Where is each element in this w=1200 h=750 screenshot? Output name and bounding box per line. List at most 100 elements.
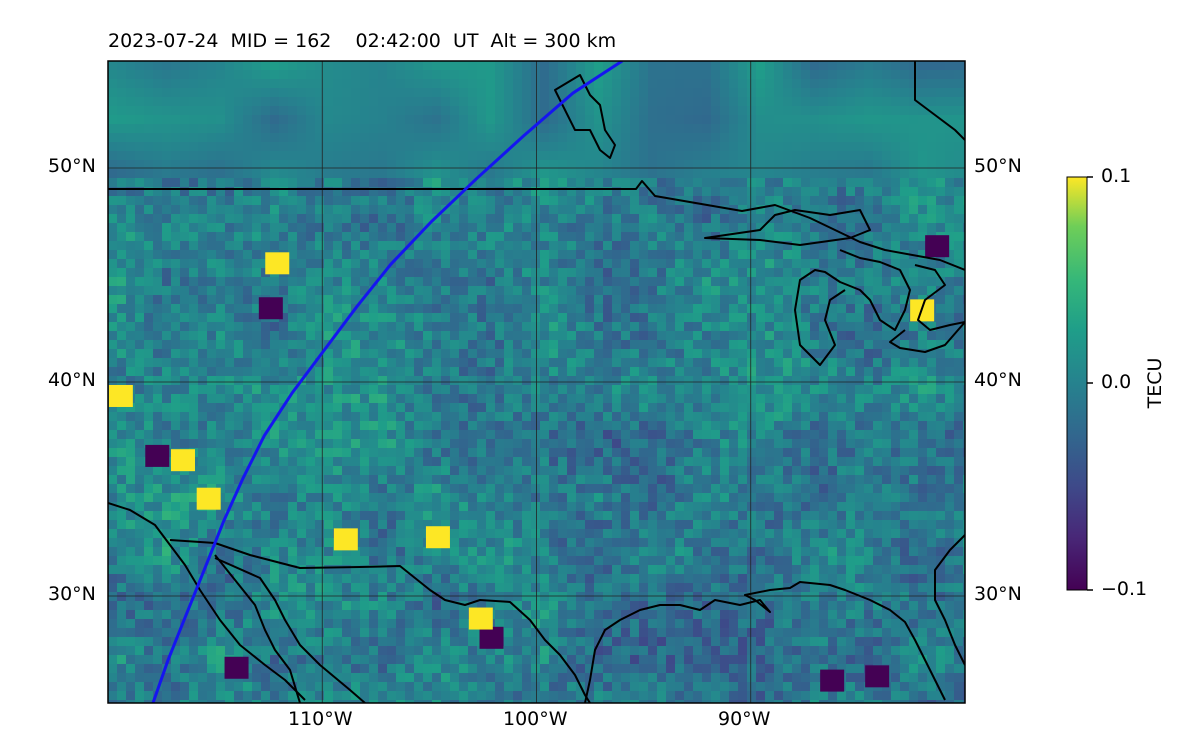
raster-cell — [666, 448, 676, 458]
raster-cell — [684, 448, 694, 458]
raster-cell — [792, 304, 802, 314]
raster-cell — [954, 142, 964, 152]
raster-cell — [828, 124, 838, 134]
raster-cell — [918, 196, 928, 206]
raster-cell — [117, 88, 127, 98]
raster-cell — [585, 394, 595, 404]
raster-cell — [855, 124, 865, 134]
raster-cell — [279, 142, 289, 152]
raster-cell — [342, 70, 352, 80]
raster-cell — [207, 250, 217, 260]
raster-cell — [252, 187, 262, 197]
raster-cell — [900, 358, 910, 368]
raster-cell — [585, 322, 595, 332]
raster-cell — [801, 187, 811, 197]
raster-cell — [729, 358, 739, 368]
raster-cell — [126, 124, 136, 134]
raster-cell — [405, 520, 415, 530]
raster-cell — [630, 493, 640, 503]
raster-cell — [909, 160, 919, 170]
raster-cell — [459, 376, 469, 386]
raster-cell — [261, 484, 271, 494]
raster-cell — [693, 124, 703, 134]
raster-cell — [162, 259, 172, 269]
raster-cell — [738, 421, 748, 431]
raster-cell — [666, 232, 676, 242]
raster-cell — [432, 331, 442, 341]
raster-cell — [549, 457, 559, 467]
raster-cell — [693, 520, 703, 530]
raster-cell — [315, 466, 325, 476]
raster-cell — [423, 313, 433, 323]
raster-cell — [819, 349, 829, 359]
raster-cell — [837, 232, 847, 242]
raster-cell — [702, 412, 712, 422]
raster-cell — [918, 160, 928, 170]
raster-cell — [549, 385, 559, 395]
raster-cell — [288, 70, 298, 80]
raster-cell — [477, 97, 487, 107]
raster-cell — [567, 376, 577, 386]
raster-cell — [819, 259, 829, 269]
raster-cell — [630, 313, 640, 323]
raster-cell — [675, 259, 685, 269]
raster-cell — [918, 448, 928, 458]
raster-cell — [756, 367, 766, 377]
raster-cell — [504, 178, 514, 188]
raster-cell — [882, 106, 892, 116]
raster-cell — [783, 70, 793, 80]
raster-cell — [900, 205, 910, 215]
raster-cell — [360, 385, 370, 395]
raster-cell — [180, 70, 190, 80]
raster-cell — [639, 484, 649, 494]
raster-cell — [540, 133, 550, 143]
raster-cell — [441, 421, 451, 431]
raster-cell — [504, 421, 514, 431]
raster-cell — [342, 196, 352, 206]
raster-cell — [810, 124, 820, 134]
raster-cell — [288, 394, 298, 404]
raster-cell — [594, 367, 604, 377]
raster-cell — [369, 169, 379, 179]
raster-cell — [657, 187, 667, 197]
raster-cell — [279, 151, 289, 161]
raster-cell — [540, 304, 550, 314]
raster-cell — [459, 412, 469, 422]
raster-cell — [891, 133, 901, 143]
raster-cell — [891, 376, 901, 386]
raster-cell — [774, 169, 784, 179]
raster-cell — [459, 277, 469, 287]
raster-cell — [765, 241, 775, 251]
raster-cell — [468, 322, 478, 332]
raster-cell — [585, 268, 595, 278]
raster-cell — [450, 304, 460, 314]
raster-cell — [117, 79, 127, 89]
raster-cell — [270, 169, 280, 179]
raster-cell — [342, 250, 352, 260]
raster-cell — [387, 250, 397, 260]
raster-cell — [270, 502, 280, 512]
raster-cell — [801, 340, 811, 350]
raster-cell — [396, 79, 406, 89]
raster-cell — [873, 322, 883, 332]
raster-cell — [891, 241, 901, 251]
raster-cell — [702, 286, 712, 296]
raster-cell — [522, 385, 532, 395]
raster-cell — [378, 439, 388, 449]
raster-cell — [774, 70, 784, 80]
raster-cell — [666, 511, 676, 521]
raster-cell — [513, 124, 523, 134]
raster-cell — [594, 457, 604, 467]
raster-cell — [225, 475, 235, 485]
raster-cell — [720, 412, 730, 422]
raster-cell — [432, 61, 442, 71]
raster-cell — [720, 520, 730, 530]
raster-cell — [684, 259, 694, 269]
raster-cell — [126, 421, 136, 431]
raster-cell — [693, 169, 703, 179]
raster-cell — [450, 475, 460, 485]
raster-cell — [207, 385, 217, 395]
raster-cell — [531, 259, 541, 269]
raster-cell — [630, 250, 640, 260]
raster-cell — [639, 466, 649, 476]
